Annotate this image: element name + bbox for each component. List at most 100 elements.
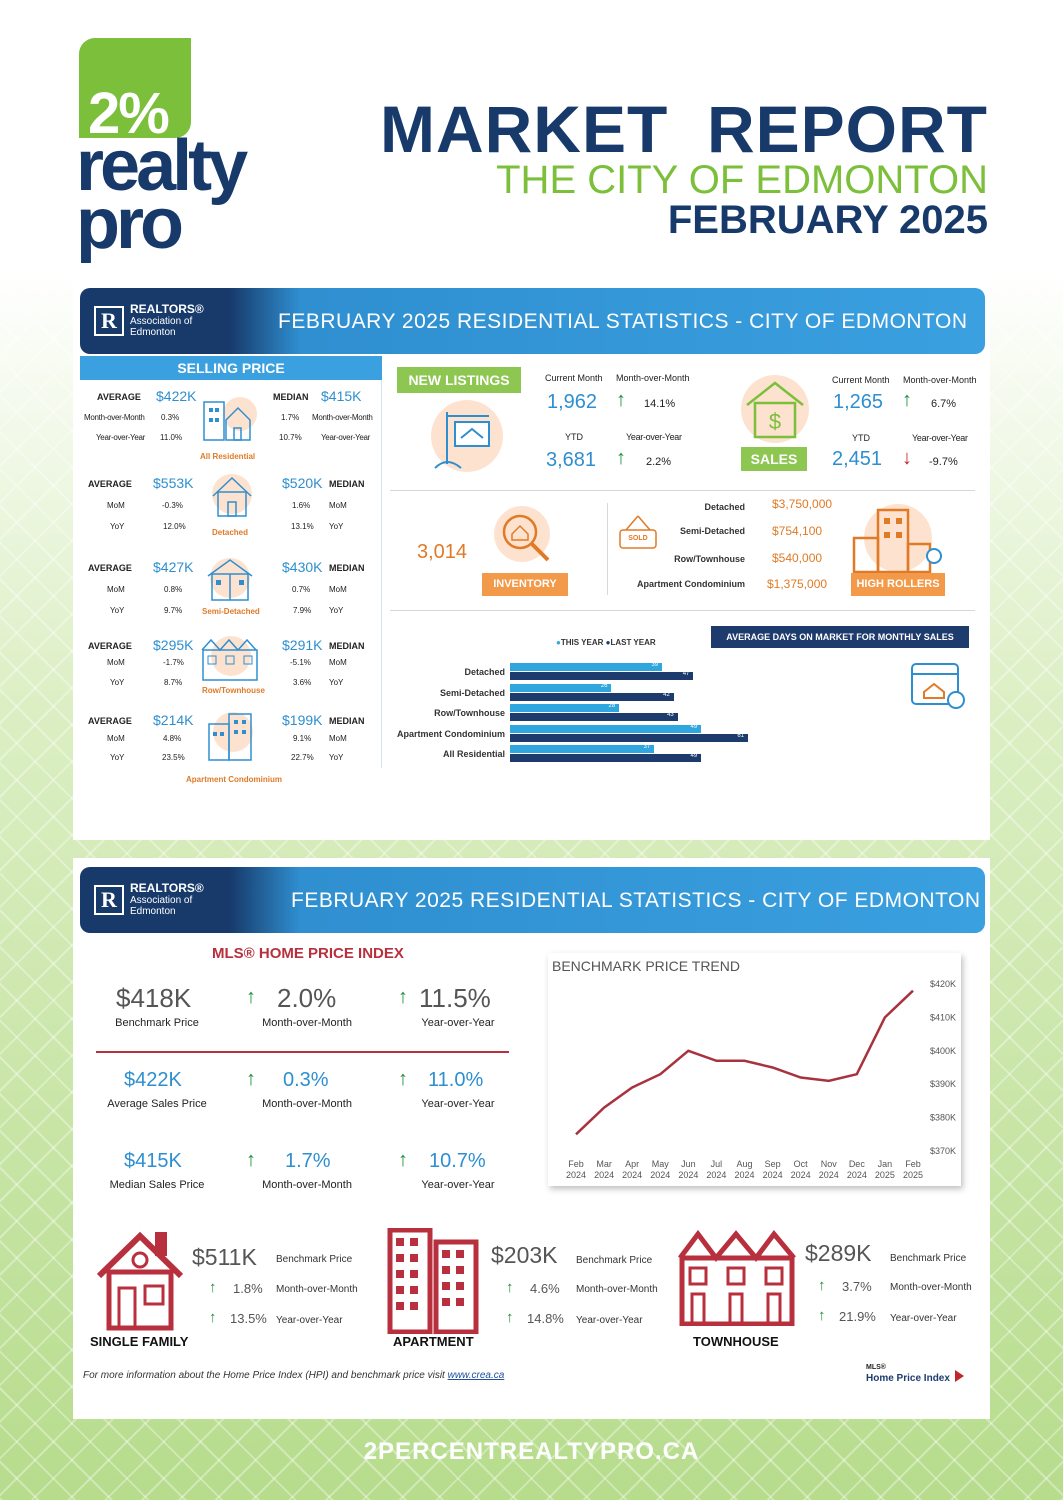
dom-bar-value: 47 bbox=[682, 671, 690, 677]
days-on-market-chart: Detached 39 47 Semi-Detached 26 42 Row/Townhou… bbox=[395, 662, 775, 769]
logo-word-pro: pro bbox=[76, 184, 184, 264]
selling-price-heading: SELLING PRICE bbox=[80, 356, 382, 380]
sales-mom-label: Month-over-Month bbox=[903, 375, 977, 385]
apt-yoy-label: YoY bbox=[110, 753, 125, 762]
med-label: MEDIAN bbox=[273, 392, 309, 402]
detached-caption: Detached bbox=[212, 528, 249, 537]
svg-text:$: $ bbox=[769, 409, 781, 434]
detached-avg-label: AVERAGE bbox=[88, 479, 132, 489]
x-tick-label: Nov bbox=[821, 1159, 838, 1169]
apartment-tower-icon bbox=[387, 1228, 479, 1334]
hr-row-value: $540,000 bbox=[772, 551, 823, 565]
apt-yoy-label-right: YoY bbox=[329, 753, 344, 762]
apartment-bench-label: Benchmark Price bbox=[576, 1255, 653, 1266]
dom-bar-value: 49 bbox=[690, 723, 698, 730]
benchmark-chart-card bbox=[548, 953, 961, 1186]
detached-med-mom: 1.6% bbox=[292, 501, 311, 510]
townhouse-label: TOWNHOUSE bbox=[693, 1334, 779, 1349]
x-tick-label: 2024 bbox=[763, 1170, 783, 1180]
y-tick-label: $410K bbox=[930, 1012, 956, 1022]
magnifier-house-icon bbox=[494, 506, 550, 562]
up-arrow-icon: ↑ bbox=[818, 1277, 826, 1294]
dom-chart-title: AVERAGE DAYS ON MARKET FOR MONTHLY SALES bbox=[711, 626, 969, 648]
x-tick-label: Feb bbox=[905, 1159, 921, 1169]
sold-sign-icon bbox=[619, 515, 657, 549]
hpi-mom-caption: Month-over-Month bbox=[262, 1098, 352, 1110]
avg-label: AVERAGE bbox=[97, 392, 141, 402]
dom-bar-value: 37 bbox=[643, 744, 651, 750]
all-avg-value: $422K bbox=[156, 388, 197, 404]
hr-semi-label: Semi-Detached bbox=[679, 526, 745, 536]
up-arrow-icon: ↑ bbox=[246, 1149, 256, 1171]
banner-title: FEBRUARY 2025 RESIDENTIAL STATISTICS - C… bbox=[278, 310, 968, 333]
realtors-logo-icon: R bbox=[94, 306, 124, 336]
row-avg-yoy: 8.7% bbox=[164, 678, 183, 687]
x-tick-label: 2024 bbox=[566, 1170, 586, 1180]
up-arrow-icon: ↑ bbox=[246, 1068, 256, 1090]
all-avg-mom: 0.3% bbox=[161, 413, 180, 422]
detached-med-value: $520K bbox=[282, 475, 323, 491]
semi-detached-icon bbox=[207, 558, 253, 601]
report-city: THE CITY OF EDMONTON bbox=[496, 158, 988, 202]
up-arrow-icon: ↑ bbox=[818, 1307, 826, 1324]
townhouse-yoy-label: Year-over-Year bbox=[890, 1313, 957, 1324]
x-tick-label: 2024 bbox=[650, 1170, 670, 1180]
up-arrow-icon: ↑ bbox=[209, 1279, 217, 1296]
dom-bar-value: 28 bbox=[608, 703, 616, 709]
legend-this-year: THIS YEAR bbox=[560, 638, 604, 647]
y-tick-label: $380K bbox=[930, 1113, 956, 1123]
selling-price-column bbox=[80, 380, 382, 768]
apartment-mom: 4.6% bbox=[530, 1281, 560, 1296]
hpi-benchmark-yoy: 11.5% bbox=[419, 983, 491, 1013]
dom-bar-value: 26 bbox=[600, 682, 608, 689]
up-arrow-icon: ↑ bbox=[902, 389, 912, 411]
semi-avg-yoy: 9.7% bbox=[164, 606, 183, 615]
row-avg-mom: -1.7% bbox=[163, 658, 184, 667]
crea-link[interactable]: www.crea.ca bbox=[447, 1370, 505, 1381]
apartment-mom-label: Month-over-Month bbox=[576, 1284, 658, 1295]
inventory-tag: INVENTORY bbox=[482, 573, 568, 596]
up-arrow-icon: ↑ bbox=[616, 447, 626, 469]
inventory-value: 3,014 bbox=[417, 541, 468, 563]
divider bbox=[390, 490, 975, 491]
dom-category-label: All Residential bbox=[442, 749, 505, 759]
benchmark-chart-title: BENCHMARK PRICE TREND bbox=[552, 958, 740, 974]
detached-med-label: MEDIAN bbox=[329, 479, 365, 489]
row-med-value: $291K bbox=[282, 637, 323, 653]
apartment-value: $203K bbox=[491, 1242, 558, 1268]
semi-yoy-label: YoY bbox=[110, 606, 125, 615]
row-med-label: MEDIAN bbox=[329, 641, 365, 651]
townhouse-mom: 3.7% bbox=[842, 1279, 872, 1294]
row-avg-label: AVERAGE bbox=[88, 641, 132, 651]
row-yoy-label: YoY bbox=[110, 678, 125, 687]
dom-bar-last-year: 47 bbox=[510, 671, 694, 680]
single-family-bench-label: Benchmark Price bbox=[276, 1254, 353, 1265]
dom-bar-this-year: 26 bbox=[510, 682, 612, 692]
hpi-benchmark-caption: Benchmark Price bbox=[115, 1017, 199, 1029]
hpi-median-caption: Median Sales Price bbox=[109, 1179, 205, 1191]
dom-bar-this-year: 37 bbox=[510, 744, 655, 753]
x-tick-label: 2024 bbox=[678, 1170, 698, 1180]
apt-med-mom: 9.1% bbox=[293, 734, 312, 743]
detached-yoy-label-right: YoY bbox=[329, 522, 344, 531]
x-tick-label: Oct bbox=[794, 1159, 809, 1169]
apt-avg-value: $214K bbox=[153, 712, 194, 728]
detached-mom-label-right: MoM bbox=[329, 501, 347, 510]
apartment-yoy: 14.8% bbox=[527, 1311, 564, 1326]
all-med-mom: 1.7% bbox=[281, 413, 300, 422]
logo-badge bbox=[79, 38, 191, 138]
nl-yoy-value: 2.2% bbox=[646, 456, 672, 468]
dom-bar-last-year: 43 bbox=[510, 712, 678, 721]
sales-yoy-value: -9.7% bbox=[929, 456, 958, 468]
semi-mom-label-right: MoM bbox=[329, 585, 347, 594]
single-family-yoy-label: Year-over-Year bbox=[276, 1315, 343, 1326]
nl-ytd-value: 3,681 bbox=[546, 449, 597, 471]
detached-avg-yoy: 12.0% bbox=[163, 522, 186, 531]
x-tick-label: Jul bbox=[711, 1159, 723, 1169]
legend-last-year: LAST YEAR bbox=[610, 638, 656, 647]
new-listings-tag: NEW LISTINGS bbox=[397, 367, 521, 393]
sales-current-value: 1,265 bbox=[833, 391, 884, 413]
dom-category-label: Detached bbox=[464, 667, 505, 677]
x-tick-label: Jan bbox=[878, 1159, 893, 1169]
footer-website[interactable]: 2PERCENTREALTYPRO.CA bbox=[363, 1438, 700, 1465]
